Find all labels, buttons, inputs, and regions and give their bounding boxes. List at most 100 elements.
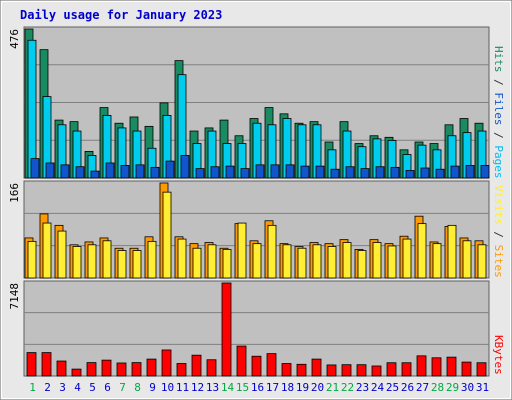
bar-sites-day-8: [132, 250, 142, 279]
x-tick-label: 20: [311, 381, 324, 394]
bar-kbytes-day-16: [251, 355, 262, 377]
x-tick-label: 16: [251, 381, 264, 394]
bar-kbytes-day-5: [86, 362, 97, 377]
x-tick-label: 7: [119, 381, 126, 394]
bar-sites-day-4: [72, 246, 82, 279]
bar-pages-day-27: [420, 167, 430, 179]
x-tick-label: 26: [401, 381, 414, 394]
bar-sites-day-27: [417, 223, 427, 279]
bar-pages-day-5: [90, 170, 100, 179]
bar-sites-day-5: [87, 244, 97, 279]
bar-kbytes-day-18: [281, 363, 292, 377]
x-tick-label: 22: [341, 381, 354, 394]
x-tick-label: 13: [206, 381, 219, 394]
bar-sites-day-26: [402, 238, 412, 279]
axis-legend-label: Hits / Files / Pages: [492, 46, 505, 179]
bar-kbytes-day-2: [41, 352, 52, 377]
bar-pages-day-29: [450, 165, 460, 179]
bar-kbytes-day-19: [296, 363, 307, 377]
bar-sites-day-9: [147, 240, 157, 279]
bar-kbytes-day-25: [386, 362, 397, 377]
x-tick-label: 1: [29, 381, 36, 394]
bar-kbytes-day-3: [56, 360, 67, 377]
bar-sites-day-12: [192, 247, 202, 279]
bar-pages-day-24: [375, 166, 385, 179]
bar-kbytes-day-10: [161, 349, 172, 377]
bar-sites-day-3: [57, 230, 67, 279]
bar-sites-day-25: [387, 245, 397, 279]
x-tick-label: 17: [266, 381, 279, 394]
axis-legend-part: /: [492, 225, 505, 245]
bar-pages-day-20: [315, 165, 325, 179]
x-tick-label: 11: [176, 381, 189, 394]
bar-kbytes-day-13: [206, 359, 217, 377]
bar-sites-day-16: [252, 243, 262, 279]
bar-sites-day-7: [117, 250, 127, 279]
bar-sites-day-17: [267, 224, 277, 279]
bar-kbytes-day-1: [26, 352, 37, 377]
bar-kbytes-day-23: [356, 364, 367, 377]
panel-hits-files-pages: 476 Hits / Files / Pages: [8, 26, 505, 179]
bar-kbytes-day-31: [476, 362, 487, 377]
bar-sites-day-20: [312, 244, 322, 279]
x-tick-label: 28: [431, 381, 444, 394]
bar-sites-day-24: [372, 242, 382, 279]
x-tick-label: 10: [161, 381, 174, 394]
x-tick-label: 14: [221, 381, 235, 394]
x-tick-label: 6: [104, 381, 111, 394]
x-tick-label: 18: [281, 381, 294, 394]
bar-kbytes-day-26: [401, 362, 412, 377]
bar-pages-day-17: [270, 164, 280, 179]
bar-kbytes-day-15: [236, 345, 247, 377]
x-tick-label: 4: [74, 381, 81, 394]
bar-pages-day-1: [30, 158, 40, 179]
axis-legend-label: Visits / Sites: [492, 185, 505, 278]
bar-sites-day-31: [477, 244, 487, 279]
x-tick-label: 3: [59, 381, 66, 394]
bar-pages-day-9: [150, 166, 160, 179]
bar-pages-day-30: [465, 165, 475, 179]
axis-legend-part: Visits: [492, 185, 505, 225]
bar-kbytes-day-7: [116, 362, 127, 377]
bar-sites-day-21: [327, 246, 337, 279]
bar-kbytes-day-17: [266, 353, 277, 377]
x-tick-label: 8: [134, 381, 141, 394]
axis-legend-label: KBytes: [492, 335, 505, 375]
x-tick-label: 5: [89, 381, 96, 394]
bar-kbytes-day-27: [416, 355, 427, 377]
bar-sites-day-18: [282, 244, 292, 279]
x-tick-label: 31: [476, 381, 489, 394]
axis-legend-part: /: [492, 73, 505, 93]
bar-kbytes-day-4: [71, 368, 82, 377]
bar-kbytes-day-9: [146, 358, 157, 377]
bar-pages-day-22: [345, 166, 355, 179]
x-tick-label: 30: [461, 381, 474, 394]
bar-pages-day-2: [45, 162, 55, 179]
panel-kbytes: 7148 KBytes: [8, 280, 505, 377]
axis-legend-part: Sites: [492, 245, 505, 278]
bar-pages-day-4: [75, 166, 85, 179]
bar-sites-day-13: [207, 244, 217, 279]
axis-legend-part: Files: [492, 92, 505, 125]
bar-sites-day-19: [297, 247, 307, 279]
bar-kbytes-day-29: [446, 356, 457, 377]
bar-sites-day-6: [102, 240, 112, 279]
bar-pages-day-21: [330, 168, 340, 179]
bar-sites-day-15: [237, 222, 247, 279]
x-tick-label: 9: [149, 381, 156, 394]
bar-sites-day-23: [357, 250, 367, 279]
bar-pages-day-18: [285, 164, 295, 179]
bar-sites-day-29: [447, 224, 457, 279]
bar-pages-day-13: [210, 166, 220, 179]
x-tick-label: 21: [326, 381, 339, 394]
bar-kbytes-day-11: [176, 363, 187, 377]
bar-kbytes-day-22: [341, 364, 352, 377]
axis-legend-part: KBytes: [492, 335, 505, 375]
x-tick-label: 24: [371, 381, 385, 394]
chart-title: Daily usage for January 2023: [20, 8, 222, 22]
bar-sites-day-10: [162, 191, 172, 279]
bar-sites-day-28: [432, 243, 442, 279]
bar-pages-day-26: [405, 170, 415, 179]
